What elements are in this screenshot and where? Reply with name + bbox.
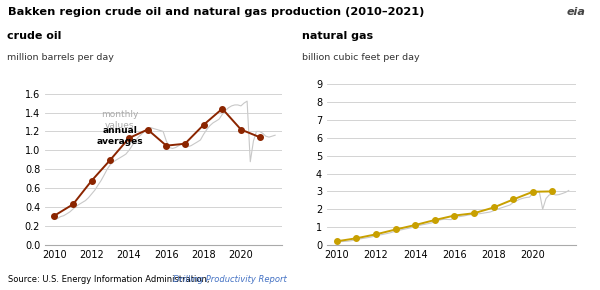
Text: billion cubic feet per day: billion cubic feet per day [302,52,420,61]
Text: monthly
values: monthly values [101,110,139,130]
Text: eia: eia [566,7,585,17]
Text: Source: U.S. Energy Information Administration,: Source: U.S. Energy Information Administ… [8,275,212,284]
Text: natural gas: natural gas [302,31,373,41]
Text: Bakken region crude oil and natural gas production (2010–2021): Bakken region crude oil and natural gas … [8,7,424,17]
Text: crude oil: crude oil [7,31,61,41]
Text: annual
averages: annual averages [97,126,143,146]
Text: million barrels per day: million barrels per day [7,52,114,61]
Text: Drilling Productivity Report: Drilling Productivity Report [173,275,287,284]
